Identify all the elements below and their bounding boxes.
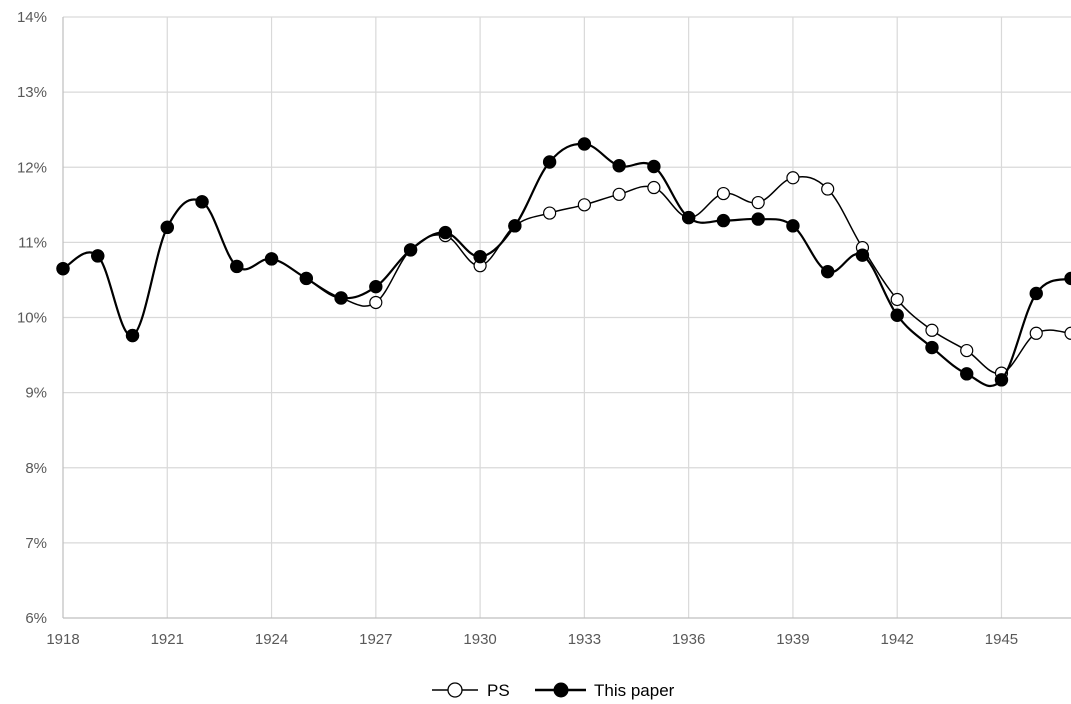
data-point (925, 323, 939, 337)
legend-label: PS (487, 681, 510, 700)
data-point (1064, 326, 1071, 340)
series-line (62, 175, 1071, 375)
data-point (264, 252, 279, 266)
data-point (612, 187, 626, 201)
data-point (960, 343, 974, 358)
legend-item-1: This paper (535, 681, 675, 700)
x-tick-label: 1945 (985, 631, 1018, 648)
data-point (160, 220, 174, 235)
y-tick-label: 13% (17, 84, 47, 101)
gridlines (63, 16, 1071, 618)
data-point (821, 182, 835, 196)
x-tick-label: 1921 (151, 631, 184, 648)
y-tick-label: 7% (25, 535, 47, 552)
data-point (890, 292, 904, 307)
data-point (751, 195, 765, 210)
data-point (681, 210, 696, 225)
legend-label: This paper (594, 681, 675, 700)
axes: 6% 7% 8% 9% 10% 11% 12% 13% 14% 1918 1921 1924 1927 1… (17, 9, 1071, 648)
data-point (438, 225, 453, 240)
series-0 (56, 171, 1071, 380)
data-point (925, 340, 939, 355)
legend-marker (553, 682, 569, 698)
data-point (91, 249, 105, 263)
y-tick-label: 9% (25, 385, 47, 402)
data-point (369, 295, 383, 310)
data-point (1064, 271, 1071, 286)
data-point (751, 212, 765, 226)
data-point (542, 155, 557, 169)
data-point (403, 243, 418, 257)
y-tick-label: 8% (25, 460, 47, 477)
x-tick-label: 1942 (881, 631, 914, 648)
data-point (716, 213, 731, 228)
data-point (577, 198, 591, 212)
data-point (612, 159, 626, 173)
data-point (56, 261, 70, 276)
data-point (960, 367, 974, 381)
y-tick-label: 6% (25, 610, 47, 627)
data-point (716, 186, 731, 201)
data-point (195, 195, 209, 209)
data-point (508, 219, 522, 233)
data-point (647, 159, 661, 174)
y-tick-label: 14% (17, 9, 47, 26)
data-point (577, 137, 592, 151)
legend-item-0: PS (432, 681, 510, 700)
data-point (299, 271, 314, 286)
data-point (647, 180, 661, 195)
data-point (543, 206, 557, 220)
data-point (994, 373, 1009, 387)
data-point (786, 219, 800, 233)
x-tick-label: 1930 (463, 631, 496, 648)
data-point (1029, 326, 1043, 340)
data-point (473, 249, 487, 264)
y-tick-label: 11% (18, 234, 47, 251)
legend: PS This paper (432, 681, 675, 700)
data-point (230, 259, 244, 274)
x-tick-label: 1936 (672, 631, 705, 648)
x-tick-label: 1924 (255, 631, 288, 648)
series-group (56, 137, 1071, 387)
series-line (62, 142, 1071, 387)
data-point (786, 171, 800, 185)
y-tick-label: 10% (17, 310, 47, 327)
data-point (890, 308, 904, 322)
legend-marker (447, 682, 463, 698)
x-tick-label: 1927 (359, 631, 392, 648)
data-point (125, 328, 140, 343)
data-point (334, 291, 348, 305)
data-point (855, 248, 870, 262)
data-point (369, 279, 383, 294)
series-1 (56, 137, 1071, 387)
x-tick-label: 1933 (568, 631, 601, 648)
y-tick-label: 12% (17, 159, 47, 176)
x-tick-label: 1939 (776, 631, 809, 648)
x-tick-label: 1918 (46, 631, 79, 648)
data-point (1029, 286, 1043, 301)
data-point (820, 264, 835, 279)
